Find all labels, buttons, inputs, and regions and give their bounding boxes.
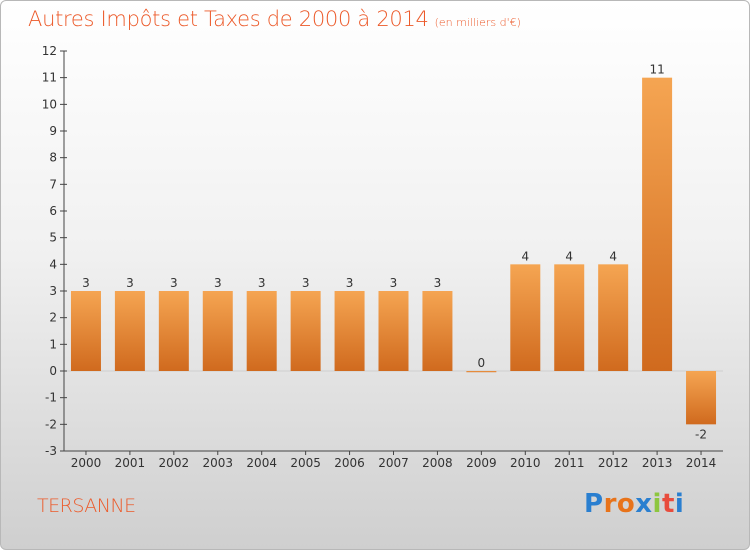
value-label: 3 <box>82 276 90 290</box>
y-tick-label: 10 <box>42 97 57 111</box>
x-tick-label: 2009 <box>466 456 497 470</box>
proxiti-logo[interactable]: Proxiti <box>584 489 684 519</box>
bar-2001 <box>114 291 145 371</box>
value-label: 4 <box>521 249 529 263</box>
bar-2005 <box>290 291 321 371</box>
value-label: 3 <box>390 276 398 290</box>
y-tick-label: 9 <box>49 124 57 138</box>
bar-2003 <box>202 291 233 371</box>
value-label: 3 <box>214 276 222 290</box>
value-label: 3 <box>346 276 354 290</box>
bar-2006 <box>334 291 365 371</box>
chart-subtitle: (en milliers d'€) <box>434 16 521 29</box>
x-tick-label: 2008 <box>422 456 453 470</box>
bar-2014 <box>686 371 717 425</box>
x-tick-label: 2007 <box>378 456 409 470</box>
logo-letter: i <box>674 489 685 519</box>
value-label: 11 <box>649 63 664 77</box>
bar-2013 <box>642 77 673 372</box>
logo-letter: o <box>616 489 636 519</box>
logo-letter: t <box>661 489 675 519</box>
chart-title-text: Autres Impôts et Taxes de 2000 à 2014 <box>28 7 429 31</box>
value-label: 3 <box>302 276 310 290</box>
y-tick-label: 12 <box>42 44 57 58</box>
x-tick-label: 2005 <box>290 456 321 470</box>
value-label: 3 <box>434 276 442 290</box>
bar-2007 <box>378 291 409 371</box>
bar-2002 <box>158 291 189 371</box>
y-tick-label: 5 <box>49 231 57 245</box>
value-label: 4 <box>609 249 617 263</box>
logo-letter: i <box>652 489 662 519</box>
bar-2004 <box>246 291 277 371</box>
x-tick-label: 2010 <box>510 456 541 470</box>
x-tick-label: 2012 <box>598 456 629 470</box>
x-tick-label: 2001 <box>115 456 146 470</box>
y-tick-label: -2 <box>45 417 57 431</box>
y-tick-label: 8 <box>49 151 57 165</box>
chart-title: Autres Impôts et Taxes de 2000 à 2014 (en… <box>28 7 521 31</box>
y-tick-label: 4 <box>49 257 57 271</box>
y-tick-label: 2 <box>49 311 57 325</box>
y-tick-label: 3 <box>49 284 57 298</box>
bar-2009 <box>466 371 497 373</box>
bar-2000 <box>70 291 101 371</box>
value-label: 3 <box>258 276 266 290</box>
logo-letter: P <box>584 489 604 519</box>
bar-2011 <box>554 264 585 371</box>
value-label: 0 <box>478 356 486 370</box>
y-tick-label: 1 <box>49 337 57 351</box>
x-tick-label: 2003 <box>202 456 233 470</box>
x-tick-label: 2013 <box>642 456 673 470</box>
logo-letter: x <box>635 489 653 519</box>
value-label: 4 <box>565 249 573 263</box>
x-tick-label: 2004 <box>246 456 277 470</box>
x-tick-label: 2014 <box>686 456 717 470</box>
bar-2012 <box>598 264 629 371</box>
logo-letter: r <box>603 489 617 519</box>
commune-name: TERSANNE <box>37 495 136 517</box>
x-tick-label: 2000 <box>71 456 102 470</box>
y-tick-label: 7 <box>49 177 57 191</box>
x-tick-label: 2006 <box>334 456 365 470</box>
value-label: 3 <box>126 276 134 290</box>
bar-2008 <box>422 291 453 371</box>
y-tick-label: -1 <box>45 391 57 405</box>
x-tick-label: 2002 <box>159 456 190 470</box>
value-label: 3 <box>170 276 178 290</box>
y-tick-label: 0 <box>49 364 57 378</box>
y-tick-label: -3 <box>45 444 57 458</box>
y-tick-label: 6 <box>49 204 57 218</box>
y-tick-label: 11 <box>42 71 57 85</box>
value-label: -2 <box>695 427 707 441</box>
bar-2010 <box>510 264 541 371</box>
x-tick-label: 2011 <box>554 456 585 470</box>
